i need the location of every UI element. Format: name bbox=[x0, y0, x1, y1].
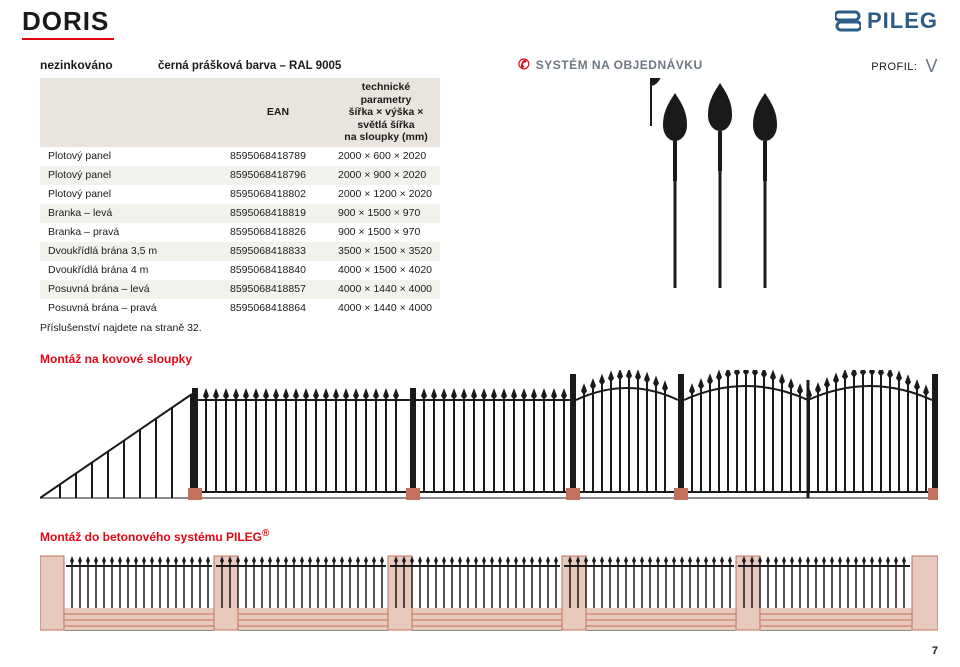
fence-illustration-metal bbox=[40, 370, 938, 502]
logo-icon bbox=[835, 10, 861, 32]
table-header-row: EAN technické parametry šířka × výška × … bbox=[40, 78, 440, 147]
brand-logo: PILEG bbox=[835, 8, 938, 34]
table-cell: 8595068418857 bbox=[224, 280, 332, 299]
table-row: Dvoukřídlá brána 4 m85950684188404000 × … bbox=[40, 261, 440, 280]
table-cell: 2000 × 600 × 2020 bbox=[332, 147, 440, 166]
table-cell: 4000 × 1440 × 4000 bbox=[332, 299, 440, 318]
table-cell: 8595068418789 bbox=[224, 147, 332, 166]
table-cell: Dvoukřídlá brána 4 m bbox=[40, 261, 224, 280]
nezinkovano-label: nezinkováno bbox=[40, 58, 113, 72]
th-blank bbox=[40, 78, 224, 147]
mount-metal-heading: Montáž na kovové sloupky bbox=[40, 352, 192, 366]
table-cell: Plotový panel bbox=[40, 166, 224, 185]
table-cell: 8595068418826 bbox=[224, 223, 332, 242]
spear-product-image bbox=[650, 78, 790, 288]
th-params: technické parametry šířka × výška × svět… bbox=[332, 78, 440, 147]
table-cell: Posuvná brána – pravá bbox=[40, 299, 224, 318]
table-row: Posuvná brána – levá85950684188574000 × … bbox=[40, 280, 440, 299]
table-row: Plotový panel85950684188022000 × 1200 × … bbox=[40, 185, 440, 204]
finish-label: černá prášková barva – RAL 9005 bbox=[158, 60, 341, 72]
table-row: Posuvná brána – pravá85950684188644000 ×… bbox=[40, 299, 440, 318]
table-cell: Plotový panel bbox=[40, 185, 224, 204]
table-cell: Posuvná brána – levá bbox=[40, 280, 224, 299]
table-row: Plotový panel85950684187892000 × 600 × 2… bbox=[40, 147, 440, 166]
table-cell: 900 × 1500 × 970 bbox=[332, 204, 440, 223]
table-cell: 8595068418796 bbox=[224, 166, 332, 185]
table-cell: 4000 × 1500 × 4020 bbox=[332, 261, 440, 280]
table-row: Branka – levá8595068418819900 × 1500 × 9… bbox=[40, 204, 440, 223]
table-cell: 3500 × 1500 × 3520 bbox=[332, 242, 440, 261]
table-cell: 2000 × 1200 × 2020 bbox=[332, 185, 440, 204]
table-cell: Plotový panel bbox=[40, 147, 224, 166]
phone-icon: ✆ bbox=[518, 56, 530, 73]
profile-label: PROFIL: V bbox=[871, 56, 938, 77]
profile-text: PROFIL: bbox=[871, 61, 917, 73]
fence-illustration-concrete bbox=[40, 548, 938, 632]
system-order-text: SYSTÉM NA OBJEDNÁVKU bbox=[536, 58, 703, 72]
title-underline bbox=[22, 38, 114, 40]
table-cell: Branka – pravá bbox=[40, 223, 224, 242]
table-cell: Branka – levá bbox=[40, 204, 224, 223]
table-cell: 4000 × 1440 × 4000 bbox=[332, 280, 440, 299]
page-title: DORIS bbox=[22, 6, 109, 37]
table-row: Dvoukřídlá brána 3,5 m85950684188333500 … bbox=[40, 242, 440, 261]
logo-text: PILEG bbox=[867, 8, 938, 34]
table-cell: 8595068418840 bbox=[224, 261, 332, 280]
table-cell: 8595068418833 bbox=[224, 242, 332, 261]
system-order: ✆ SYSTÉM NA OBJEDNÁVKU bbox=[518, 56, 703, 73]
registered-icon: ® bbox=[262, 528, 269, 539]
mount-concrete-text: Montáž do betonového systému PILEG bbox=[40, 530, 262, 544]
th-ean: EAN bbox=[224, 78, 332, 147]
table-cell: 900 × 1500 × 970 bbox=[332, 223, 440, 242]
profile-shape-icon: V bbox=[925, 56, 938, 77]
mount-concrete-heading: Montáž do betonového systému PILEG® bbox=[40, 528, 269, 544]
table-row: Branka – pravá8595068418826900 × 1500 × … bbox=[40, 223, 440, 242]
table-cell: 2000 × 900 × 2020 bbox=[332, 166, 440, 185]
table-cell: 8595068418802 bbox=[224, 185, 332, 204]
table-cell: 8595068418819 bbox=[224, 204, 332, 223]
table-cell: Dvoukřídlá brána 3,5 m bbox=[40, 242, 224, 261]
product-table: EAN technické parametry šířka × výška × … bbox=[40, 78, 440, 318]
table-cell: 8595068418864 bbox=[224, 299, 332, 318]
accessories-note: Příslušenství najdete na straně 32. bbox=[40, 322, 202, 334]
page-number: 7 bbox=[932, 645, 938, 657]
table-row: Plotový panel85950684187962000 × 900 × 2… bbox=[40, 166, 440, 185]
